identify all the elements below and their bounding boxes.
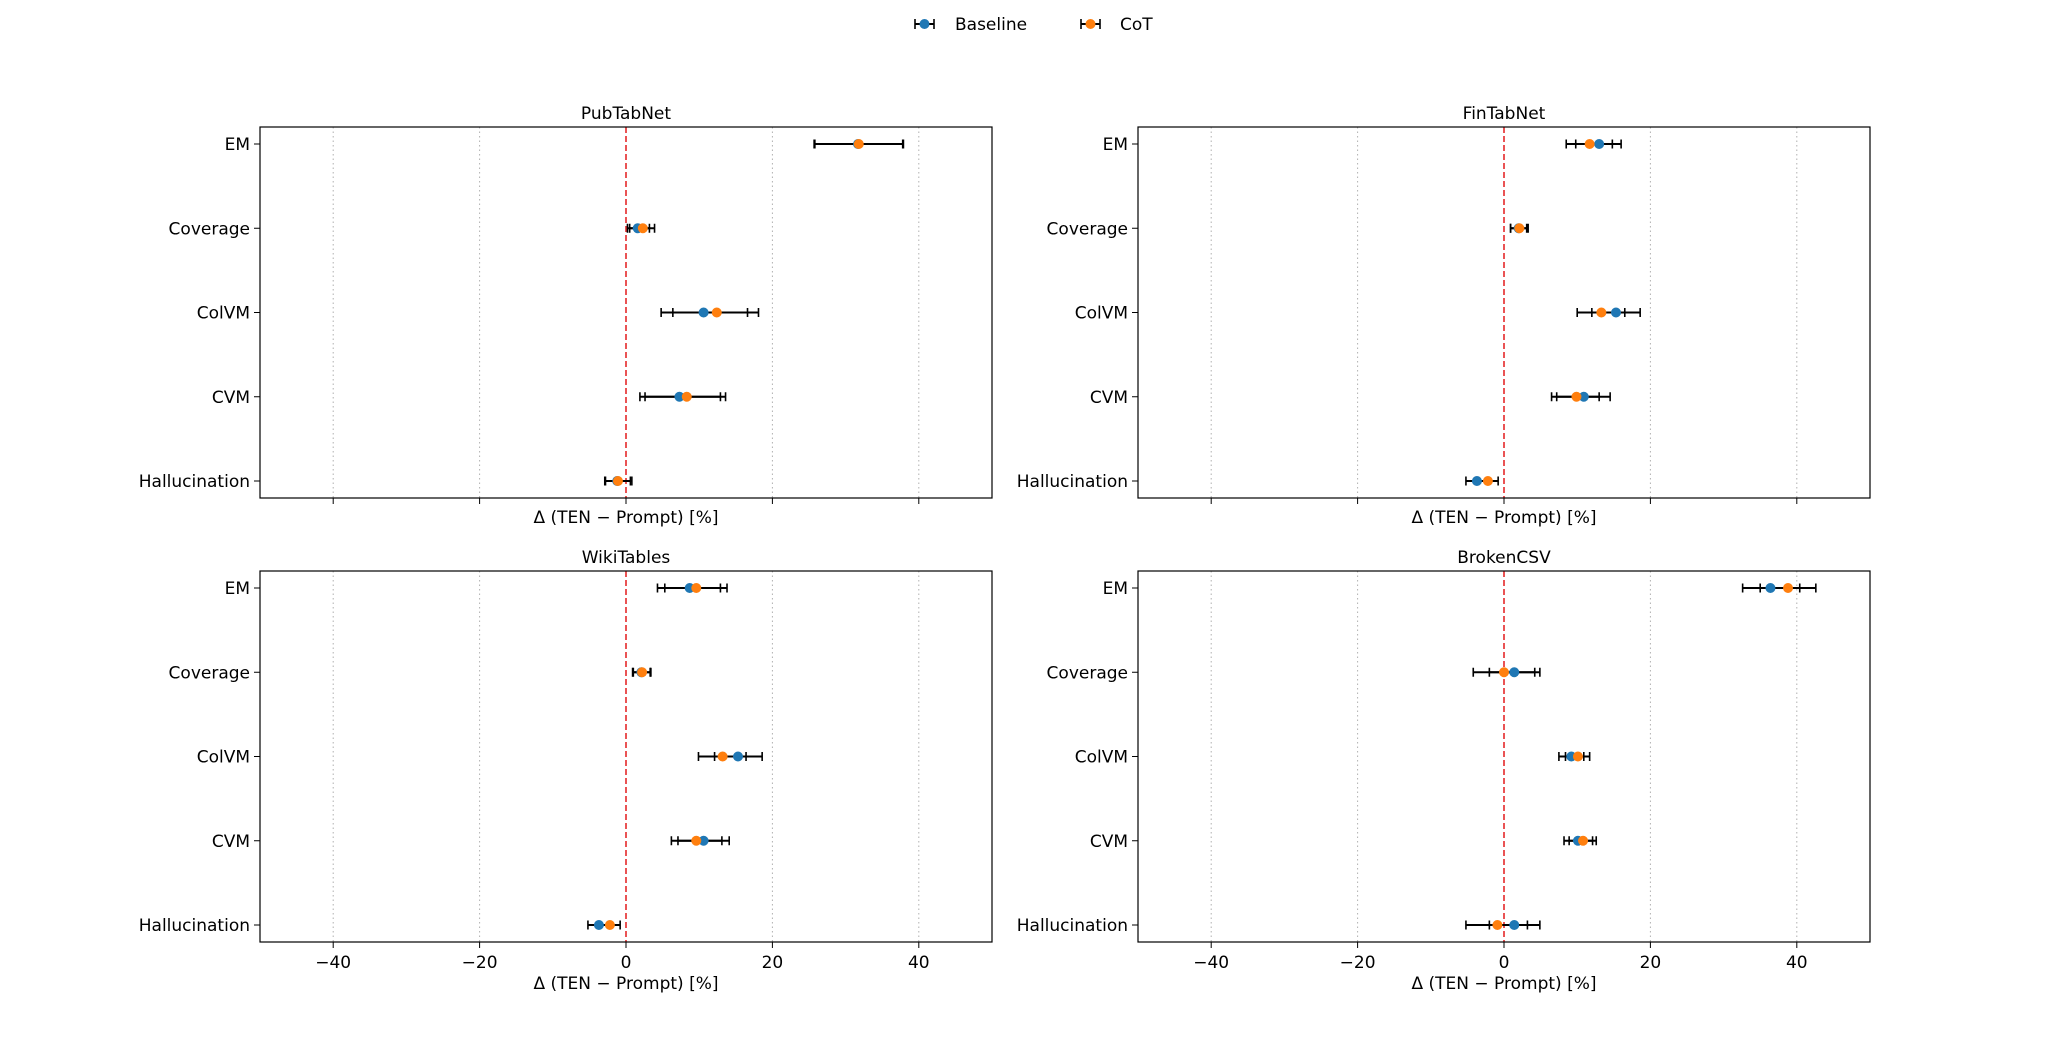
- ytick-label-em: EM: [225, 579, 250, 599]
- x-axis-label: Δ (TEN − Prompt) [%]: [1412, 974, 1597, 994]
- ytick-label-cvm: CVM: [212, 832, 250, 852]
- point-baseline-colvm: [1610, 307, 1621, 318]
- point-cot-colvm: [717, 751, 728, 762]
- point-cot-em: [691, 583, 702, 593]
- x-axis-label: Δ (TEN − Prompt) [%]: [1412, 508, 1597, 528]
- legend-entry-cot: CoT: [1080, 15, 1153, 35]
- x-axis-label: Δ (TEN − Prompt) [%]: [534, 974, 719, 994]
- point-cot-colvm: [1572, 751, 1583, 762]
- xtick-label: 20: [1640, 953, 1662, 973]
- panel-fintabnet: FinTabNet EM Coverage ColVM CVM Hallucination…: [1017, 104, 1871, 528]
- point-cot-cvm: [681, 391, 692, 402]
- point-baseline-coverage: [1509, 667, 1520, 678]
- ytick-label-colvm: ColVM: [1075, 304, 1128, 324]
- legend-label-baseline: Baseline: [955, 15, 1027, 35]
- point-cot-em: [1783, 583, 1794, 593]
- panel-title: WikiTables: [582, 548, 671, 568]
- legend: Baseline CoT: [914, 15, 1153, 35]
- point-baseline-cvm: [698, 835, 709, 846]
- ytick-label-cvm: CVM: [212, 388, 250, 408]
- point-cot-cvm: [691, 835, 702, 846]
- ytick-label-coverage: Coverage: [1047, 219, 1128, 239]
- ytick-label-hallucination: Hallucination: [1017, 916, 1128, 936]
- ytick-label-coverage: Coverage: [169, 219, 250, 239]
- xtick-label: 40: [1786, 953, 1808, 973]
- ytick-label-em: EM: [1103, 135, 1128, 155]
- point-cot-hallucination: [1492, 920, 1503, 930]
- ytick-label-hallucination: Hallucination: [1017, 472, 1128, 492]
- point-baseline-colvm: [732, 751, 743, 762]
- ytick-label-colvm: ColVM: [1075, 748, 1128, 768]
- point-cot-cvm: [1578, 835, 1589, 846]
- point-cot-hallucination: [604, 920, 615, 930]
- point-baseline-hallucination: [1471, 476, 1482, 486]
- xtick-label: 40: [908, 953, 930, 973]
- point-cot-cvm: [1571, 391, 1582, 402]
- xtick-label: −20: [462, 953, 498, 973]
- point-cot-hallucination: [612, 476, 623, 486]
- point-baseline-em: [1765, 583, 1776, 593]
- point-baseline-cvm: [674, 391, 685, 402]
- panel-brokencsv: BrokenCSV EM Coverage ColVM CVM Hallucination…: [1017, 548, 1871, 994]
- xtick-label: 0: [621, 953, 632, 973]
- ytick-label-coverage: Coverage: [169, 663, 250, 683]
- point-cot-coverage: [637, 223, 648, 234]
- point-baseline-cvm: [1578, 391, 1589, 402]
- panel-pubtabnet: PubTabNet EM Coverage ColVM CVM Hallucination…: [139, 104, 993, 528]
- xtick-label: −40: [1193, 953, 1229, 973]
- point-cot-colvm: [711, 307, 722, 318]
- ytick-label-hallucination: Hallucination: [139, 916, 250, 936]
- legend-marker-cot: [1085, 19, 1096, 29]
- xtick-label: 0: [1499, 953, 1510, 973]
- point-cot-coverage: [1514, 223, 1525, 234]
- point-cot-colvm: [1596, 307, 1607, 318]
- panel-wikitables: WikiTables EM Coverage ColVM CVM Hallucinatio…: [139, 548, 993, 994]
- ytick-label-em: EM: [225, 135, 250, 155]
- xtick-label: −20: [1340, 953, 1376, 973]
- x-axis-label: Δ (TEN − Prompt) [%]: [534, 508, 719, 528]
- ytick-label-colvm: ColVM: [197, 748, 250, 768]
- panel-title: BrokenCSV: [1457, 548, 1551, 568]
- point-baseline-em: [1594, 139, 1605, 149]
- point-cot-hallucination: [1482, 476, 1493, 486]
- point-cot-em: [853, 139, 864, 149]
- point-baseline-colvm: [698, 307, 709, 318]
- subplots-grid: PubTabNet EM Coverage ColVM CVM Hallucination…: [139, 104, 1871, 994]
- point-baseline-hallucination: [1509, 920, 1520, 930]
- point-cot-em: [1584, 139, 1595, 149]
- panel-title: PubTabNet: [581, 104, 671, 124]
- ytick-label-colvm: ColVM: [197, 304, 250, 324]
- ytick-label-hallucination: Hallucination: [139, 472, 250, 492]
- xtick-label: 20: [762, 953, 784, 973]
- xtick-label: −40: [315, 953, 351, 973]
- ytick-label-em: EM: [1103, 579, 1128, 599]
- point-cot-coverage: [1499, 667, 1509, 678]
- legend-marker-baseline: [919, 19, 930, 29]
- ytick-label-cvm: CVM: [1090, 388, 1128, 408]
- point-baseline-hallucination: [593, 920, 604, 930]
- legend-entry-baseline: Baseline: [914, 15, 1027, 35]
- ytick-label-cvm: CVM: [1090, 832, 1128, 852]
- panel-title: FinTabNet: [1463, 104, 1546, 124]
- ytick-label-coverage: Coverage: [1047, 663, 1128, 683]
- legend-label-cot: CoT: [1120, 15, 1153, 35]
- point-cot-coverage: [637, 667, 648, 678]
